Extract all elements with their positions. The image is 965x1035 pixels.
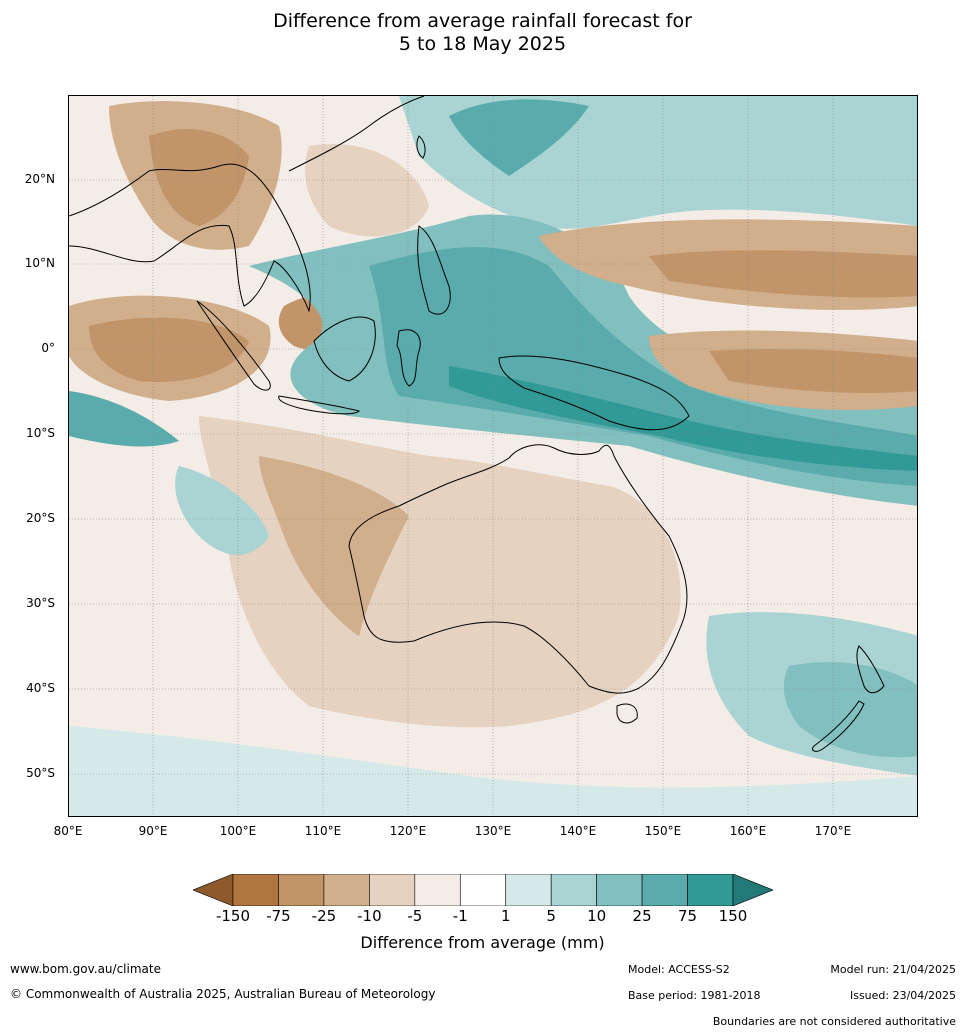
colorbar-tick-label: -1: [452, 907, 468, 925]
lat-label-30s: 30°S: [26, 596, 55, 610]
lon-label-170e: 170°E: [814, 824, 852, 838]
contour-pacific-brown-equator-dark: [709, 348, 917, 393]
coastline-sulawesi: [396, 329, 421, 387]
colorbar-title: Difference from average (mm): [360, 933, 605, 952]
contour-west-equator-brown-dark: [89, 317, 249, 382]
lon-label-130e: 130°E: [474, 824, 512, 838]
contour-west-indian-teal: [69, 391, 179, 447]
coastline-tasmania: [616, 703, 638, 724]
lat-label-20n: 20°N: [24, 172, 55, 186]
colorbar-swatch: [323, 874, 370, 906]
boundaries-disclaimer: Boundaries are not considered authoritat…: [712, 1015, 956, 1028]
contour-pacific-brown-north-dark: [649, 250, 917, 298]
map-title: Difference from average rainfall forecas…: [0, 10, 965, 56]
lat-label-20s: 20°S: [26, 511, 55, 525]
colorbar-swatch: [414, 874, 461, 906]
colorbar-swatch: [641, 874, 688, 906]
graticule: [69, 96, 917, 816]
lon-label-120e: 120°E: [389, 824, 427, 838]
coastline-china-east: [288, 96, 425, 172]
lon-label-140e: 140°E: [559, 824, 597, 838]
contour-north-brown-dark: [149, 128, 249, 226]
colorbar-swatch: [596, 874, 643, 906]
contour-indian-teal-patch: [175, 466, 269, 555]
colorbar-legend: [193, 874, 773, 906]
model-name: Model: ACCESS-S2: [628, 963, 730, 976]
colorbar-swatch: [505, 874, 552, 906]
colorbar-arrow-high: [732, 874, 773, 906]
coastline-sumatra: [196, 300, 271, 391]
colorbar-tick-label: 150: [718, 907, 748, 925]
colorbar-swatch: [687, 874, 734, 906]
colorbar-swatch: [369, 874, 416, 906]
coastline-borneo: [313, 316, 376, 382]
lat-label-40s: 40°S: [26, 681, 55, 695]
lat-label-0: 0°: [41, 341, 55, 355]
colorbar-tick-label: 75: [677, 907, 698, 925]
contour-north-teal-dark: [449, 99, 589, 176]
copyright-text: © Commonwealth of Australia 2025, Austra…: [10, 987, 436, 1001]
coastline-new-zealand-south: [811, 700, 865, 752]
title-line-2: 5 to 18 May 2025: [398, 33, 567, 55]
coastlines: [69, 96, 885, 752]
colorbar-arrow-low: [193, 874, 234, 906]
colorbar-tick-label: 5: [546, 907, 556, 925]
colorbar-tick-label: -10: [357, 907, 382, 925]
contour-southern-teal: [69, 726, 917, 816]
colorbar-tick-label: -25: [311, 907, 337, 925]
contour-australia-brown-mid: [259, 456, 409, 636]
lon-label-90e: 90°E: [138, 824, 168, 838]
coastline-asia-mainland: [69, 163, 311, 313]
contour-indochina-brown: [305, 144, 429, 237]
contour-maritime-teal-dark: [369, 247, 917, 486]
lat-label-50s: 50°S: [26, 766, 55, 780]
colorbar-swatch: [459, 874, 507, 906]
lon-label-80e: 80°E: [53, 824, 83, 838]
colorbar-tick-label: 1: [500, 907, 511, 925]
coastline-philippines: [417, 225, 451, 315]
colorbar-tick-label: 10: [587, 907, 607, 925]
lat-label-10n: 10°N: [24, 256, 55, 270]
coastline-taiwan: [416, 135, 426, 159]
lon-label-160e: 160°E: [729, 824, 767, 838]
lon-label-110e: 110°E: [304, 824, 342, 838]
rainfall-anomaly-map: [68, 95, 918, 817]
colorbar-swatch: [550, 874, 597, 906]
colorbar-swatch: [232, 874, 279, 906]
colorbar-tick-label: -75: [266, 907, 291, 925]
colorbar-swatch: [278, 874, 325, 906]
issued-date: Issued: 23/04/2025: [849, 989, 956, 1002]
colorbar-tick-label: 25: [632, 907, 652, 925]
coastline-new-guinea: [498, 355, 690, 431]
model-run-date: Model run: 21/04/2025: [830, 963, 956, 976]
coastline-new-zealand-north: [856, 645, 885, 694]
base-period: Base period: 1981-2018: [628, 989, 761, 1002]
coastline-australia: [348, 444, 688, 694]
lat-label-10s: 10°S: [26, 426, 55, 440]
colorbar-tick-label: -150: [215, 907, 251, 925]
lon-label-100e: 100°E: [219, 824, 257, 838]
coastline-java: [278, 395, 360, 415]
title-line-1: Difference from average rainfall forecas…: [273, 10, 692, 32]
map-canvas: [69, 96, 917, 816]
contour-maritime-teal-darkest: [449, 366, 917, 471]
website-link[interactable]: www.bom.gov.au/climate: [10, 962, 161, 976]
lon-label-150e: 150°E: [644, 824, 682, 838]
colorbar-tick-label: -5: [407, 907, 423, 925]
